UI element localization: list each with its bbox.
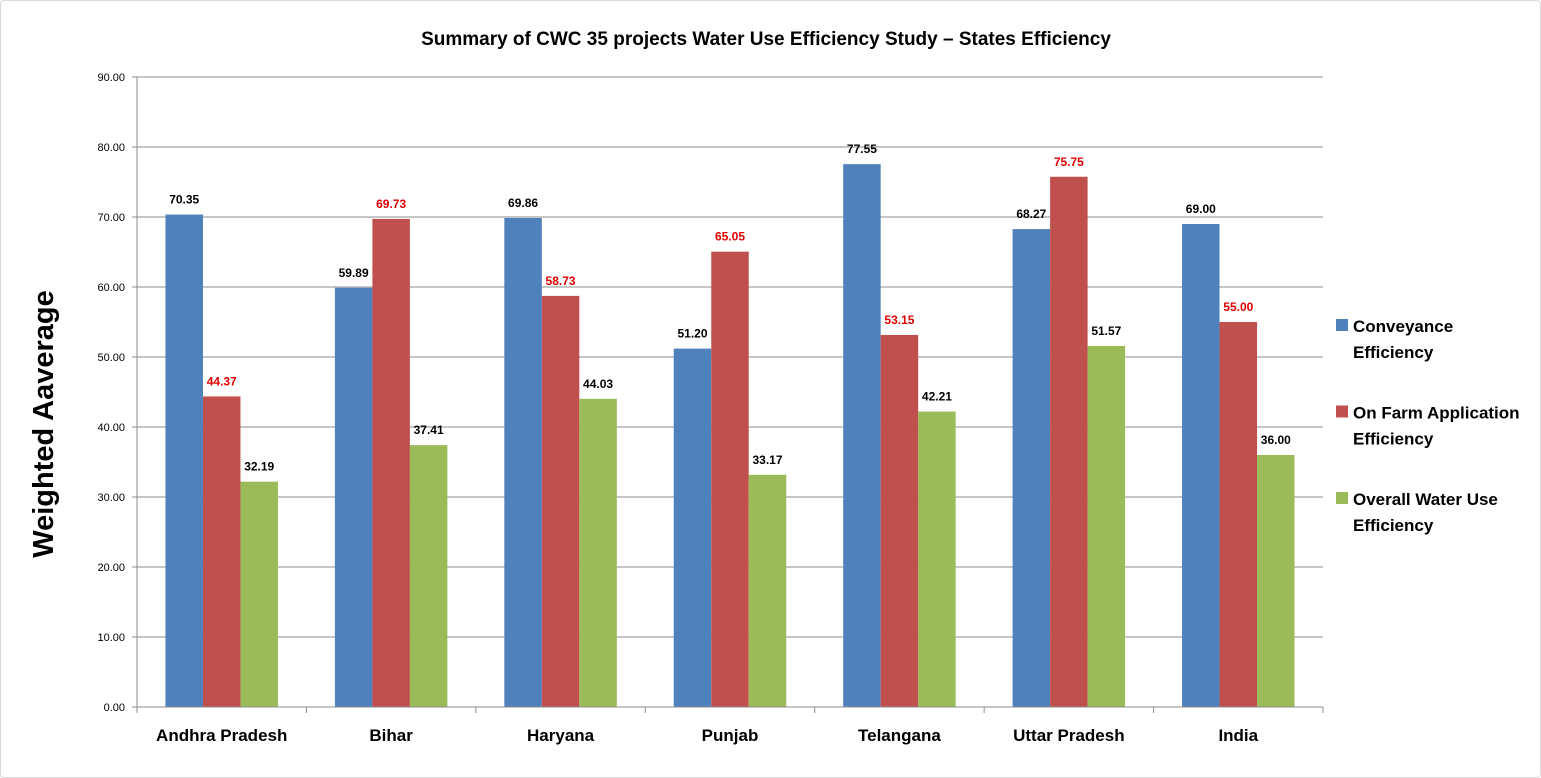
data-label: 32.19: [244, 460, 274, 474]
data-label: 70.35: [169, 193, 199, 207]
legend-label: Conveyance: [1353, 317, 1453, 336]
y-tick-label: 60.00: [97, 282, 125, 294]
data-label: 37.41: [414, 423, 444, 437]
bar-2-2: [541, 295, 580, 707]
bar-2-3: [711, 251, 749, 707]
bar-2-6: [1219, 322, 1258, 707]
legend-swatch-2: [1336, 405, 1348, 418]
x-category-label: Andhra Pradesh: [156, 726, 287, 745]
y-tick-label: 0.00: [104, 702, 125, 714]
x-category-label: Haryana: [527, 726, 595, 745]
y-tick-label: 90.00: [97, 72, 125, 84]
bar-1-6: [1182, 224, 1220, 707]
x-category-label: Punjab: [702, 726, 759, 745]
legend-label: Efficiency: [1353, 343, 1434, 362]
bar-3-4: [918, 411, 956, 707]
legend-label: Efficiency: [1353, 430, 1434, 449]
data-label: 77.55: [847, 142, 877, 156]
x-category-label: Bihar: [369, 726, 413, 745]
bar-3-6: [1257, 455, 1295, 707]
legend-label: On Farm Application: [1353, 404, 1520, 423]
bar-2-4: [880, 334, 919, 707]
bar-1-0: [165, 214, 203, 708]
bar-3-5: [1087, 346, 1126, 707]
data-label: 59.89: [339, 266, 369, 280]
y-tick-label: 70.00: [97, 212, 125, 224]
bar-2-5: [1050, 176, 1088, 707]
y-axis-label: Weighted Aaverage: [28, 290, 60, 558]
data-label: 53.15: [884, 313, 914, 327]
data-label: 68.27: [1016, 207, 1046, 221]
legend-label: Overall Water Use: [1353, 490, 1498, 509]
x-category-label: Telangana: [858, 726, 941, 745]
y-tick-label: 40.00: [97, 422, 125, 434]
data-label: 58.73: [546, 274, 576, 288]
data-label: 69.86: [508, 196, 538, 210]
bar-3-0: [240, 481, 278, 707]
bar-3-1: [409, 445, 448, 707]
x-category-label: Uttar Pradesh: [1013, 726, 1124, 745]
legend-swatch-3: [1336, 492, 1348, 504]
data-label: 75.75: [1054, 155, 1084, 169]
y-tick-label: 80.00: [97, 142, 125, 154]
data-label: 42.21: [922, 390, 952, 404]
data-label: 65.05: [715, 230, 745, 244]
y-tick-label: 10.00: [97, 632, 125, 644]
data-label: 69.73: [376, 197, 406, 211]
chart-title: Summary of CWC 35 projects Water Use Eff…: [421, 29, 1111, 50]
bars: [165, 164, 1295, 708]
legend: Conveyance Efficiency On Farm Application E…: [1336, 317, 1520, 535]
data-label: 33.17: [752, 453, 782, 467]
data-label: 44.03: [583, 377, 613, 391]
bar-1-1: [334, 287, 373, 707]
data-label: 36.00: [1261, 433, 1291, 447]
bar-1-5: [1012, 229, 1051, 708]
bar-1-3: [673, 348, 712, 707]
x-category-label: India: [1218, 726, 1258, 745]
data-label: 55.00: [1223, 300, 1253, 314]
legend-label: Efficiency: [1353, 516, 1434, 535]
bar-3-3: [748, 474, 787, 707]
y-tick-label: 30.00: [97, 492, 125, 504]
bar-2-0: [202, 396, 241, 707]
bar-3-2: [579, 398, 617, 707]
data-label: 51.57: [1091, 324, 1121, 338]
y-tick-label: 20.00: [97, 562, 125, 574]
data-label: 44.37: [207, 374, 237, 388]
axes: 0.00 10.00 20.00 30.00 40.00 50.00 60.00 70.00 8…: [97, 72, 1324, 745]
bar-1-2: [504, 217, 542, 708]
data-label: 51.20: [677, 327, 707, 341]
bar-1-4: [843, 164, 881, 707]
legend-swatch-1: [1336, 319, 1348, 331]
data-labels: 70.35 59.89 69.86 51.20 77.55 68.27 69.00 44.37…: [169, 142, 1291, 474]
y-tick-label: 50.00: [97, 352, 125, 364]
bar-2-1: [372, 218, 410, 707]
data-label: 69.00: [1186, 202, 1216, 216]
